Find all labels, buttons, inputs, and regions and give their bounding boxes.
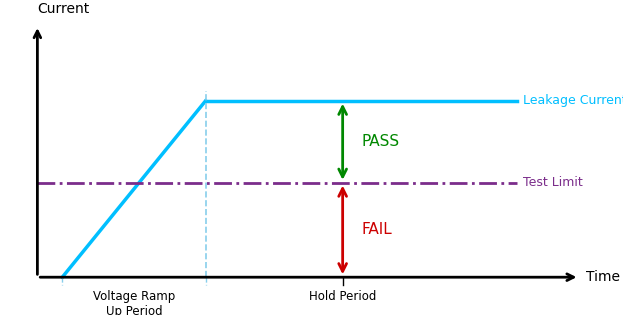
Text: FAIL: FAIL [361,222,392,238]
Text: Time: Time [586,270,620,284]
Text: PASS: PASS [361,134,399,149]
Text: Test Limit: Test Limit [523,176,583,189]
Text: Voltage Ramp
Up Period: Voltage Ramp Up Period [93,290,175,315]
Text: Hold Period: Hold Period [309,290,376,303]
Text: Current: Current [37,2,90,16]
Text: Leakage Current: Leakage Current [523,94,623,107]
